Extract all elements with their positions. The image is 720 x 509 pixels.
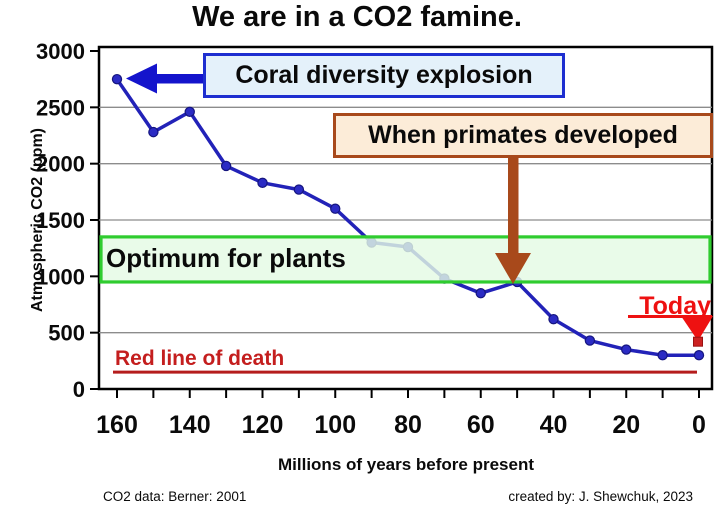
x-tick-label: 0 [692,411,706,439]
data-point [330,203,341,214]
x-tick-label: 20 [612,411,640,439]
data-point [584,335,596,346]
data-point [621,344,632,355]
primates-annotation-label: When primates developed [368,121,678,149]
data-point [184,106,195,118]
today-square-marker [693,336,703,347]
data-point [148,126,159,138]
down-arrow-shaft [508,155,519,255]
x-axis-title: Millions of years before present [277,455,535,474]
y-tick-label: 1000 [36,264,85,289]
x-tick-label: 60 [467,411,495,439]
x-tick-label: 140 [169,411,211,439]
optimum-band-label: Optimum for plants [106,243,346,273]
footer-credit: created by: J. Shewchuk, 2023 [508,489,693,504]
down-arrow-icon [495,253,531,284]
y-tick-label: 500 [48,321,85,346]
data-point [657,350,668,361]
red-line-label: Red line of death [115,347,285,370]
y-axis-title: Atmospheric CO2 (ppm) [29,127,46,313]
y-tick-label: 1500 [36,208,85,233]
x-tick-label: 40 [540,411,568,439]
y-tick-label: 0 [73,377,85,402]
optimum-band [99,235,712,284]
y-tick-label: 2000 [36,152,85,177]
today-arrow-icon [681,316,713,341]
data-point [257,177,268,189]
data-point [111,73,123,85]
footer-source: CO2 data: Berner: 2001 [103,489,247,504]
y-tick-label: 2500 [36,95,85,120]
x-tick-label: 120 [242,411,284,439]
data-point [293,184,305,195]
x-tick-label: 100 [314,411,356,439]
y-tick-label: 3000 [36,39,85,64]
data-point [220,160,232,172]
today-label: Today [639,292,711,320]
x-tick-label: 80 [394,411,422,439]
coral-annotation-box: Coral diversity explosion [203,53,565,98]
coral-annotation-label: Coral diversity explosion [235,61,533,89]
data-point [475,288,486,299]
chart-title: We are in a CO2 famine. [192,1,522,33]
primates-annotation-box: When primates developed [333,113,713,158]
plot-area [97,45,714,391]
left-arrow-icon [126,63,157,94]
data-point [693,350,705,361]
data-point [548,313,559,325]
x-tick-label: 160 [96,411,138,439]
left-arrow-shaft [150,74,206,84]
